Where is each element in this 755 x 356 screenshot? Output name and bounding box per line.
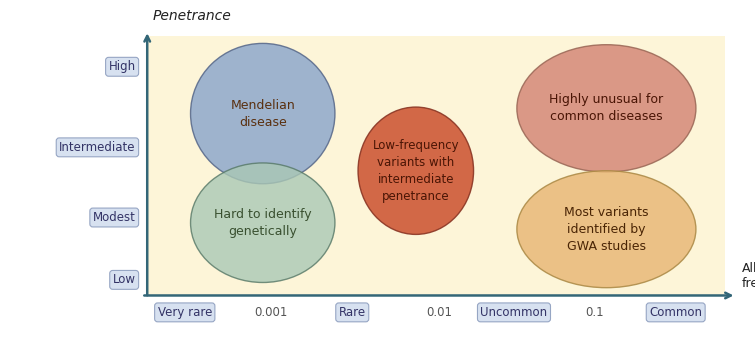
Ellipse shape: [358, 107, 473, 234]
Text: Rare: Rare: [339, 306, 366, 319]
Text: Common: Common: [649, 306, 702, 319]
Text: Low: Low: [112, 273, 136, 286]
Text: Penetrance: Penetrance: [153, 9, 232, 22]
Text: Uncommon: Uncommon: [480, 306, 547, 319]
Text: Very rare: Very rare: [158, 306, 212, 319]
Text: High: High: [109, 60, 136, 73]
Text: 0.1: 0.1: [586, 306, 604, 319]
Text: Mendelian
disease: Mendelian disease: [230, 99, 295, 129]
Ellipse shape: [517, 45, 696, 172]
Text: Low-frequency
variants with
intermediate
penetrance: Low-frequency variants with intermediate…: [372, 139, 459, 203]
Ellipse shape: [517, 171, 696, 288]
Text: Modest: Modest: [93, 211, 136, 224]
Text: 0.01: 0.01: [426, 306, 452, 319]
Text: Allele
frequency: Allele frequency: [742, 262, 755, 290]
Text: Highly unusual for
common diseases: Highly unusual for common diseases: [550, 93, 664, 124]
Text: Intermediate: Intermediate: [59, 141, 136, 154]
Ellipse shape: [190, 43, 335, 184]
Text: 0.001: 0.001: [254, 306, 288, 319]
Ellipse shape: [190, 163, 335, 283]
Text: Hard to identify
genetically: Hard to identify genetically: [214, 208, 312, 238]
Text: Most variants
identified by
GWA studies: Most variants identified by GWA studies: [564, 206, 649, 253]
